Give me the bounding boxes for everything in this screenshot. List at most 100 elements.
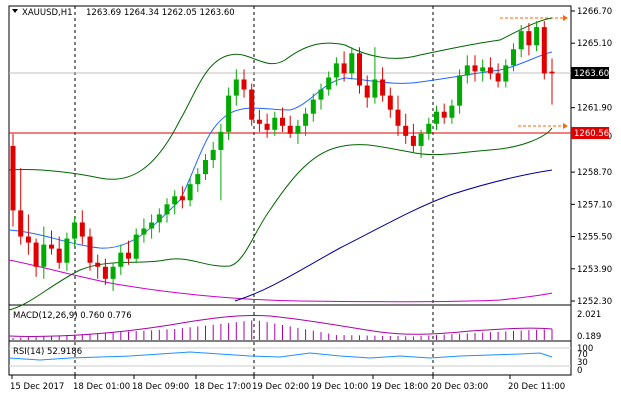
candle-body <box>87 236 93 263</box>
candle-body <box>126 252 131 259</box>
candle-body <box>487 67 493 74</box>
candle-body <box>233 79 239 96</box>
day-separators <box>74 6 434 375</box>
candle-body <box>256 119 262 124</box>
candle-body <box>149 222 155 229</box>
price-tick-label: 1253.90 <box>577 265 612 275</box>
candle-body <box>280 117 285 126</box>
candle-body <box>441 111 447 118</box>
candle-body <box>187 184 193 201</box>
candle-body <box>480 67 486 72</box>
macd-histogram <box>12 320 553 340</box>
candle-body <box>49 244 54 249</box>
candle-body <box>449 105 455 118</box>
dropdown-triangle-icon[interactable] <box>12 9 18 13</box>
candle-body <box>457 75 463 106</box>
candle-body <box>303 113 309 126</box>
bollinger-lower <box>8 127 553 311</box>
candle-body <box>318 89 324 100</box>
rsi-tick-label: 0 <box>577 366 582 376</box>
symbol-label: XAUUSD,H1 <box>22 8 73 18</box>
current-price-tag <box>571 67 609 79</box>
candle-body <box>349 53 355 74</box>
fast-ma-line <box>8 51 553 249</box>
candle-body <box>310 99 316 114</box>
candle-body <box>179 196 185 201</box>
rsi-tick-label: 30 <box>577 358 588 368</box>
candle-body <box>410 135 416 146</box>
range-top-arrow <box>563 15 568 21</box>
price-tick-label: 1258.70 <box>577 168 612 178</box>
rsi-line <box>8 351 553 361</box>
candle-body <box>102 266 108 279</box>
candle-body <box>218 131 224 150</box>
candle-body <box>79 222 85 237</box>
candle-body <box>464 65 470 76</box>
candle-body <box>110 266 116 279</box>
candle-body <box>241 79 247 90</box>
candle-body <box>287 125 293 134</box>
candle-body <box>264 123 270 130</box>
candle-body <box>372 79 378 98</box>
rsi-tick-label: 100 <box>577 344 593 354</box>
candle-body <box>364 85 370 98</box>
candle-body <box>72 222 78 239</box>
candle-body <box>141 228 147 235</box>
candle-body <box>95 262 101 267</box>
candle-body <box>472 65 478 72</box>
candle-body <box>164 204 170 215</box>
candle-body <box>64 238 70 263</box>
candle-body <box>133 234 139 259</box>
candle-body <box>503 65 509 82</box>
price-panel <box>8 5 572 306</box>
candle-body <box>387 95 393 110</box>
candle-body <box>210 149 216 161</box>
candlestick-series <box>10 21 555 291</box>
time-tick-label: 20 Dec 03:00 <box>431 382 488 392</box>
candle-body <box>118 252 124 267</box>
candle-body <box>33 242 39 267</box>
candle-body <box>418 133 424 146</box>
candle-body <box>56 248 62 263</box>
price-tick-label: 1261.90 <box>577 104 612 114</box>
macd-axis: 2.021 0.189 <box>577 310 601 342</box>
time-tick-label: 18 Dec 01:00 <box>73 382 130 392</box>
candle-body <box>249 89 255 120</box>
macd-label: MACD(12,26,9) 0.760 0.776 <box>13 311 132 321</box>
time-tick-label: 18 Dec 17:00 <box>194 382 251 392</box>
candle-body <box>272 117 278 130</box>
candle-body <box>41 244 47 267</box>
candle-body <box>333 63 339 78</box>
candle-body <box>25 236 31 243</box>
rsi-tick-label: 70 <box>577 350 588 360</box>
current-price-value: 1263.60 <box>574 69 609 79</box>
candle-body <box>403 125 409 136</box>
candle-body <box>541 27 547 74</box>
candle-body <box>295 125 301 134</box>
price-tick-label: 1255.50 <box>577 233 612 243</box>
macd-tick-label: 0.189 <box>577 332 601 342</box>
macd-signal-line <box>8 314 553 337</box>
price-tick-label: 1265.10 <box>577 39 612 49</box>
time-tick-label: 19 Dec 10:00 <box>311 382 368 392</box>
candle-body <box>326 77 332 90</box>
candle-body <box>518 31 524 50</box>
time-tick-label: 20 Dec 11:00 <box>508 382 565 392</box>
candle-body <box>10 145 16 211</box>
bollinger-upper <box>8 17 553 180</box>
candle-body <box>395 109 401 126</box>
candle-body <box>495 73 501 82</box>
time-tick-label: 18 Dec 09:00 <box>132 382 189 392</box>
time-tick-label: 19 Dec 02:00 <box>252 382 309 392</box>
slow-ma-line <box>234 169 553 302</box>
candle-body <box>434 111 439 124</box>
price-axis: 1266.701265.101261.901260.501258.701257.… <box>571 7 612 307</box>
candle-body <box>226 95 232 132</box>
candle-body <box>426 123 432 134</box>
candle-body <box>18 210 24 237</box>
rsi-label: RSI(14) 52.9186 <box>13 347 82 357</box>
price-tick-label: 1257.10 <box>577 200 612 210</box>
candle-body <box>172 196 178 205</box>
